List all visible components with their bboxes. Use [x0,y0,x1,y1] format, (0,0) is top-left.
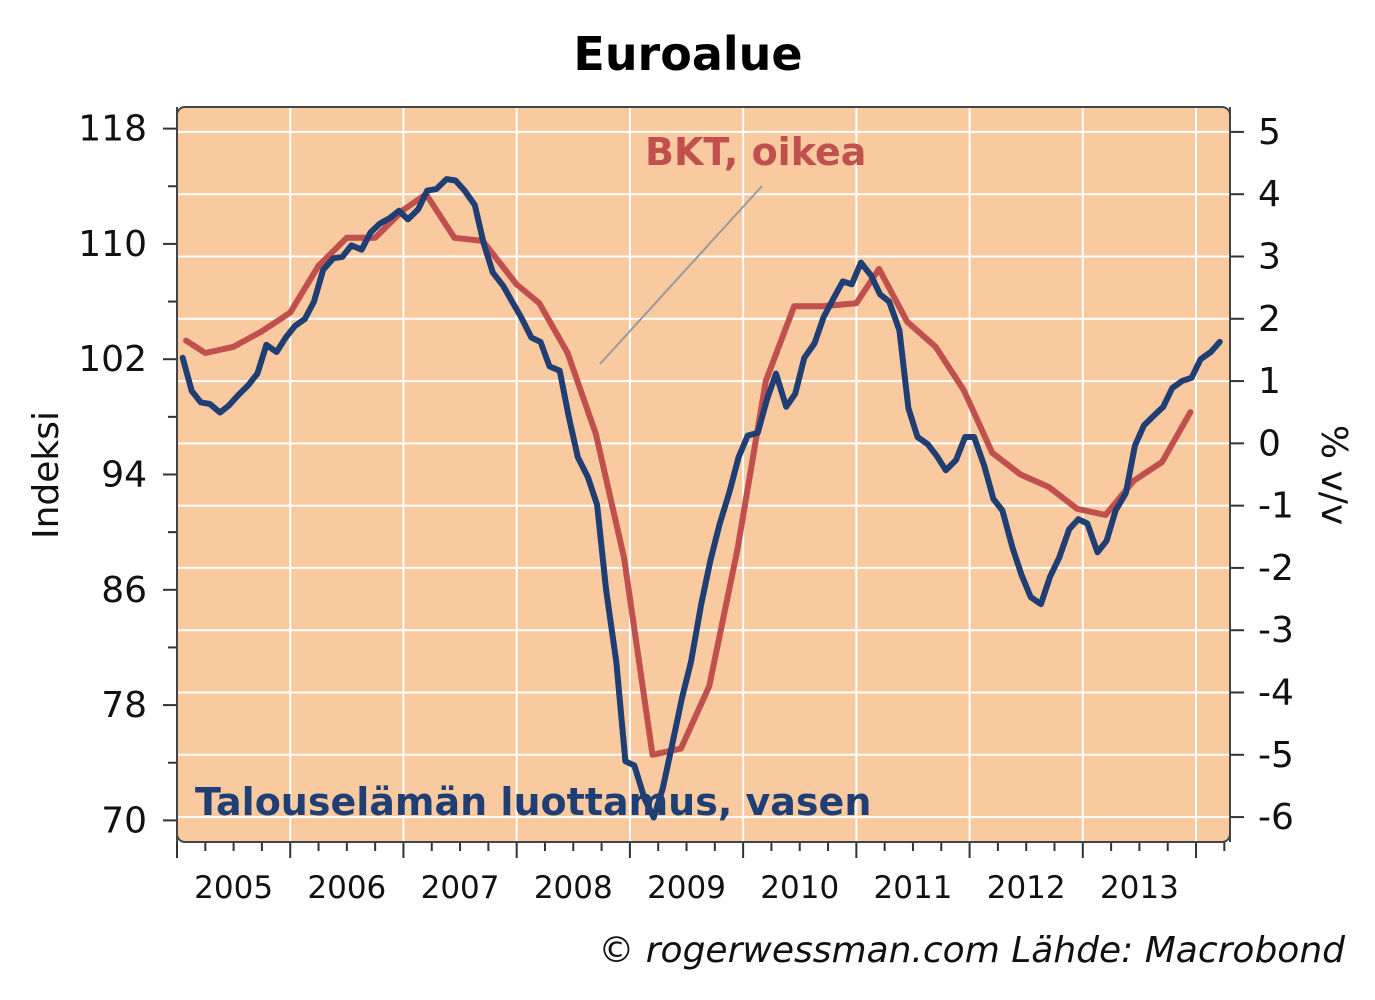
x-tick-label: 2008 [534,870,613,906]
confidence-annotation: Talouselämän luottamus, vasen [195,780,871,824]
grid [177,107,1230,842]
confidence-series-line [179,176,1223,821]
gdp-series-line [183,191,1194,758]
right-tick-label: -4 [1258,673,1294,714]
right-tick-label: 0 [1258,423,1281,464]
right-tick-label: 2 [1258,299,1281,340]
x-tick-label: 2005 [194,870,273,906]
gdp-annotation: BKT, oikea [645,130,866,174]
x-tick-label: 2011 [874,870,953,906]
right-axis-label: % v/v [1313,425,1354,525]
source-credit: © rogerwessman.com Lähde: Macrobond [598,930,1346,971]
right-tick-label: -5 [1258,735,1294,776]
left-tick-label: 110 [78,224,147,265]
left-tick-label: 94 [101,455,147,496]
right-tick-label: 3 [1258,236,1281,277]
x-tick-label: 2006 [307,870,386,906]
left-tick-label: 118 [78,109,147,150]
plot-area [177,107,1230,842]
right-tick-label: -6 [1258,797,1294,838]
right-tick-label: -3 [1258,610,1294,651]
chart-title: Euroalue [573,27,802,81]
right-tick-label: -1 [1258,486,1294,527]
series-layer [179,176,1223,821]
x-tick-label: 2010 [760,870,839,906]
x-axis: 2005 2006 2007 2008 2009 2010 2011 2012 2013 [176,842,1226,906]
x-tick-label: 2009 [647,870,726,906]
right-tick-label: 5 [1258,112,1281,153]
left-tick-label: 102 [78,339,147,380]
left-tick-label: 86 [101,570,147,611]
right-tick-label: 4 [1258,174,1281,215]
right-tick-label: 1 [1258,361,1281,402]
left-tick-label: 78 [101,685,147,726]
left-tick-label: 70 [101,800,147,841]
right-axis: -6 -5 -4 -3 -2 -1 0 1 2 3 4 5 [1229,107,1294,842]
left-axis-label: Indeksi [26,411,67,539]
plot-frame [176,106,1231,843]
x-tick-label: 2013 [1100,870,1179,906]
left-axis: 70 78 86 94 102 110 118 [78,107,178,842]
right-tick-label: -2 [1258,548,1294,589]
x-tick-label: 2007 [421,870,500,906]
annotation-leader-line [599,185,763,365]
x-tick-label: 2012 [987,870,1066,906]
